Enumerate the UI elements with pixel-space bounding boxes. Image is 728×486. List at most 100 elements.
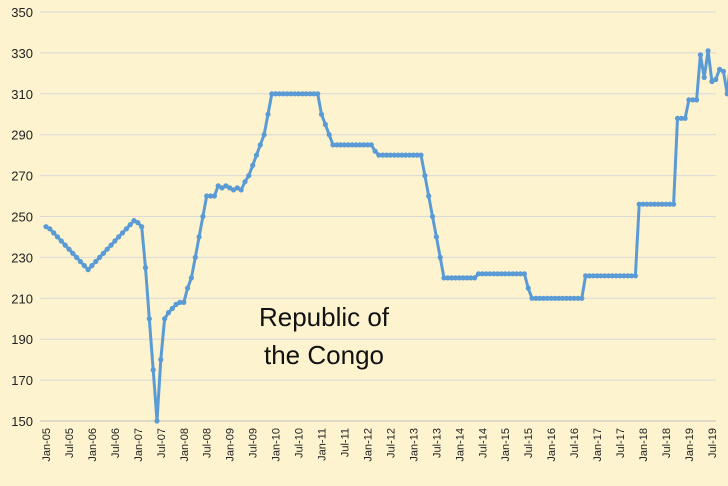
data-point	[307, 91, 313, 97]
data-point	[185, 285, 191, 291]
data-point	[219, 185, 225, 191]
data-point	[257, 142, 263, 148]
x-tick-label: Jan-08	[179, 428, 191, 462]
data-point	[602, 273, 608, 279]
data-point	[70, 250, 76, 256]
data-point	[357, 142, 363, 148]
data-point	[648, 201, 654, 207]
data-point	[292, 91, 298, 97]
chart-title-line-1: Republic of	[259, 302, 390, 332]
x-tick-label: Jul-10	[294, 428, 306, 458]
data-point	[506, 271, 512, 277]
data-point	[567, 295, 573, 301]
data-point	[590, 273, 596, 279]
data-point	[284, 91, 290, 97]
data-point	[276, 91, 282, 97]
x-tick-label: Jul-14	[477, 428, 489, 458]
data-point	[204, 193, 210, 199]
data-point	[674, 115, 681, 121]
data-point	[720, 68, 727, 74]
data-point	[628, 273, 635, 279]
x-tick-label: Jan-11	[317, 428, 329, 461]
x-tick-label: Jul-16	[569, 428, 581, 458]
data-point	[200, 213, 206, 220]
x-tick-label: Jan-07	[133, 428, 145, 462]
data-point	[318, 111, 325, 117]
data-point	[556, 295, 562, 301]
x-tick-label: Jan-05	[41, 428, 53, 462]
data-point	[437, 254, 443, 260]
data-point	[165, 310, 172, 316]
x-tick-label: Jan-14	[454, 428, 466, 462]
y-tick-label: 350	[11, 5, 33, 20]
data-point	[667, 201, 673, 207]
data-point	[682, 115, 688, 121]
data-point	[238, 187, 244, 193]
data-point	[250, 162, 256, 168]
data-point	[483, 271, 489, 277]
data-point	[269, 91, 275, 97]
data-point	[119, 230, 126, 236]
data-point	[617, 273, 623, 279]
data-point	[303, 91, 309, 97]
data-point	[116, 234, 122, 240]
data-point	[705, 48, 711, 54]
data-point	[548, 295, 554, 301]
data-point	[380, 152, 386, 158]
x-tick-label: Jan-10	[271, 428, 283, 462]
x-tick-label: Jul-07	[156, 428, 168, 458]
data-point	[349, 142, 355, 148]
data-point	[613, 273, 619, 279]
data-point	[575, 295, 581, 301]
data-point	[47, 226, 53, 232]
x-tick-label: Jan-09	[225, 428, 237, 462]
data-point	[97, 254, 103, 260]
x-axis-ticks: Jan-05 Jul-05 Jan-06 Jul-06 Jan-07 Jul-07 Jan-…	[41, 428, 719, 462]
data-point	[426, 193, 432, 199]
data-point	[521, 271, 528, 277]
data-point	[188, 275, 194, 281]
data-point	[85, 267, 91, 273]
data-point	[540, 295, 547, 301]
data-point	[686, 97, 692, 103]
data-point	[671, 201, 677, 207]
data-point	[640, 201, 646, 207]
data-point	[169, 305, 175, 312]
data-point	[491, 271, 497, 277]
x-tick-label: Jan-16	[546, 428, 558, 462]
data-point	[586, 273, 593, 279]
x-tick-label: Jul-08	[202, 428, 214, 458]
data-point	[636, 201, 642, 207]
x-tick-label: Jan-17	[592, 428, 604, 462]
x-tick-label: Jan-18	[638, 428, 650, 462]
series-markers	[43, 48, 728, 424]
x-tick-label: Jan-19	[684, 428, 696, 462]
x-tick-label: Jul-11	[340, 428, 352, 457]
x-tick-label: Jul-09	[248, 428, 260, 458]
data-point	[571, 295, 577, 301]
data-point	[330, 142, 336, 148]
data-point	[139, 224, 145, 230]
x-tick-label: Jul-06	[110, 428, 122, 458]
data-point	[464, 275, 470, 281]
data-point	[422, 173, 428, 179]
data-point	[514, 271, 520, 277]
data-point	[43, 224, 49, 230]
data-point	[154, 418, 160, 424]
data-point	[621, 273, 627, 279]
data-point	[208, 193, 214, 199]
data-point	[192, 254, 198, 260]
data-point	[418, 152, 424, 158]
x-tick-label: Jan-15	[500, 428, 512, 462]
data-point	[410, 152, 416, 158]
data-point	[529, 295, 535, 301]
x-tick-label: Jan-13	[408, 428, 420, 462]
data-point	[460, 275, 466, 281]
data-point	[525, 285, 531, 291]
gridlines	[40, 11, 716, 381]
data-point	[296, 91, 302, 97]
data-point	[583, 273, 589, 279]
x-tick-label: Jan-06	[87, 428, 99, 462]
data-point	[537, 295, 543, 301]
data-point	[678, 115, 684, 121]
